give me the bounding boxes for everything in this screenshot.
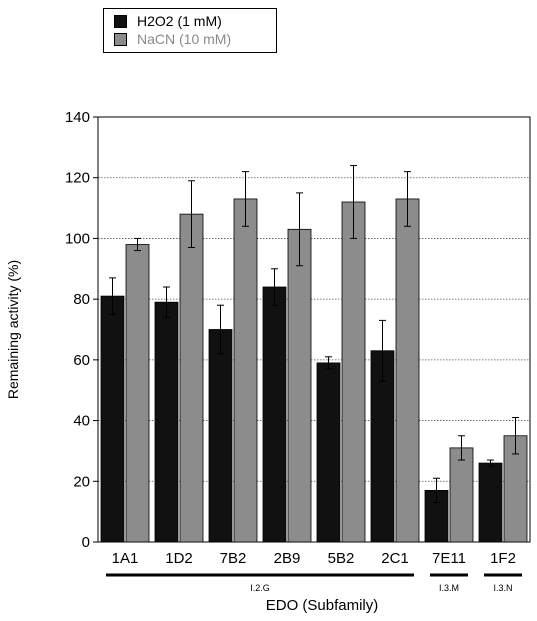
x-tick-label: 2B9 — [274, 550, 301, 567]
bar-h2o2 — [262, 286, 287, 543]
y-tick-label: 0 — [82, 534, 90, 551]
bar-nacn — [125, 244, 150, 543]
y-tick-label: 120 — [65, 170, 90, 187]
bar-h2o2 — [208, 329, 233, 543]
y-axis-label: Remaining activity (%) — [5, 260, 21, 399]
legend-swatch-h2o2 — [114, 14, 127, 28]
y-tick-label: 100 — [65, 230, 90, 247]
y-tick-label: 20 — [73, 473, 90, 490]
subfamily-label: I.3.M — [439, 583, 459, 593]
legend-label-h2o2: H2O2 (1 mM) — [137, 13, 222, 29]
x-axis-label: EDO (Subfamily) — [266, 597, 379, 614]
bar-h2o2 — [478, 462, 503, 543]
bar-nacn — [449, 447, 474, 543]
legend: H2O2 (1 mM) NaCN (10 mM) — [103, 8, 277, 53]
bar-nacn — [395, 198, 420, 543]
x-tick-label: 1A1 — [112, 550, 139, 567]
legend-label-nacn: NaCN (10 mM) — [137, 31, 232, 47]
legend-item-nacn: NaCN (10 mM) — [114, 30, 231, 48]
bar-h2o2 — [100, 295, 125, 543]
plot-area — [97, 116, 531, 543]
legend-swatch-nacn — [114, 32, 127, 46]
bar-h2o2 — [316, 362, 341, 543]
legend-item-h2o2: H2O2 (1 mM) — [114, 12, 222, 30]
bar-nacn — [287, 228, 312, 543]
x-tick-label: 7B2 — [220, 550, 247, 567]
bar-nacn — [233, 198, 258, 543]
bar-nacn — [341, 201, 366, 543]
x-tick-label: 1F2 — [490, 550, 516, 567]
x-tick-label: 1D2 — [165, 550, 193, 567]
bar-h2o2 — [154, 301, 179, 543]
y-tick-label: 40 — [73, 413, 90, 430]
y-tick-label: 60 — [73, 352, 90, 369]
y-tick-label: 80 — [73, 291, 90, 308]
subfamily-label: I.2.G — [250, 583, 270, 593]
x-tick-label: 7E11 — [432, 550, 466, 567]
subfamily-label: I.3.N — [493, 583, 512, 593]
bar-nacn — [179, 213, 204, 543]
y-tick-label: 140 — [65, 109, 90, 126]
x-tick-label: 2C1 — [381, 550, 409, 567]
x-tick-label: 5B2 — [328, 550, 355, 567]
